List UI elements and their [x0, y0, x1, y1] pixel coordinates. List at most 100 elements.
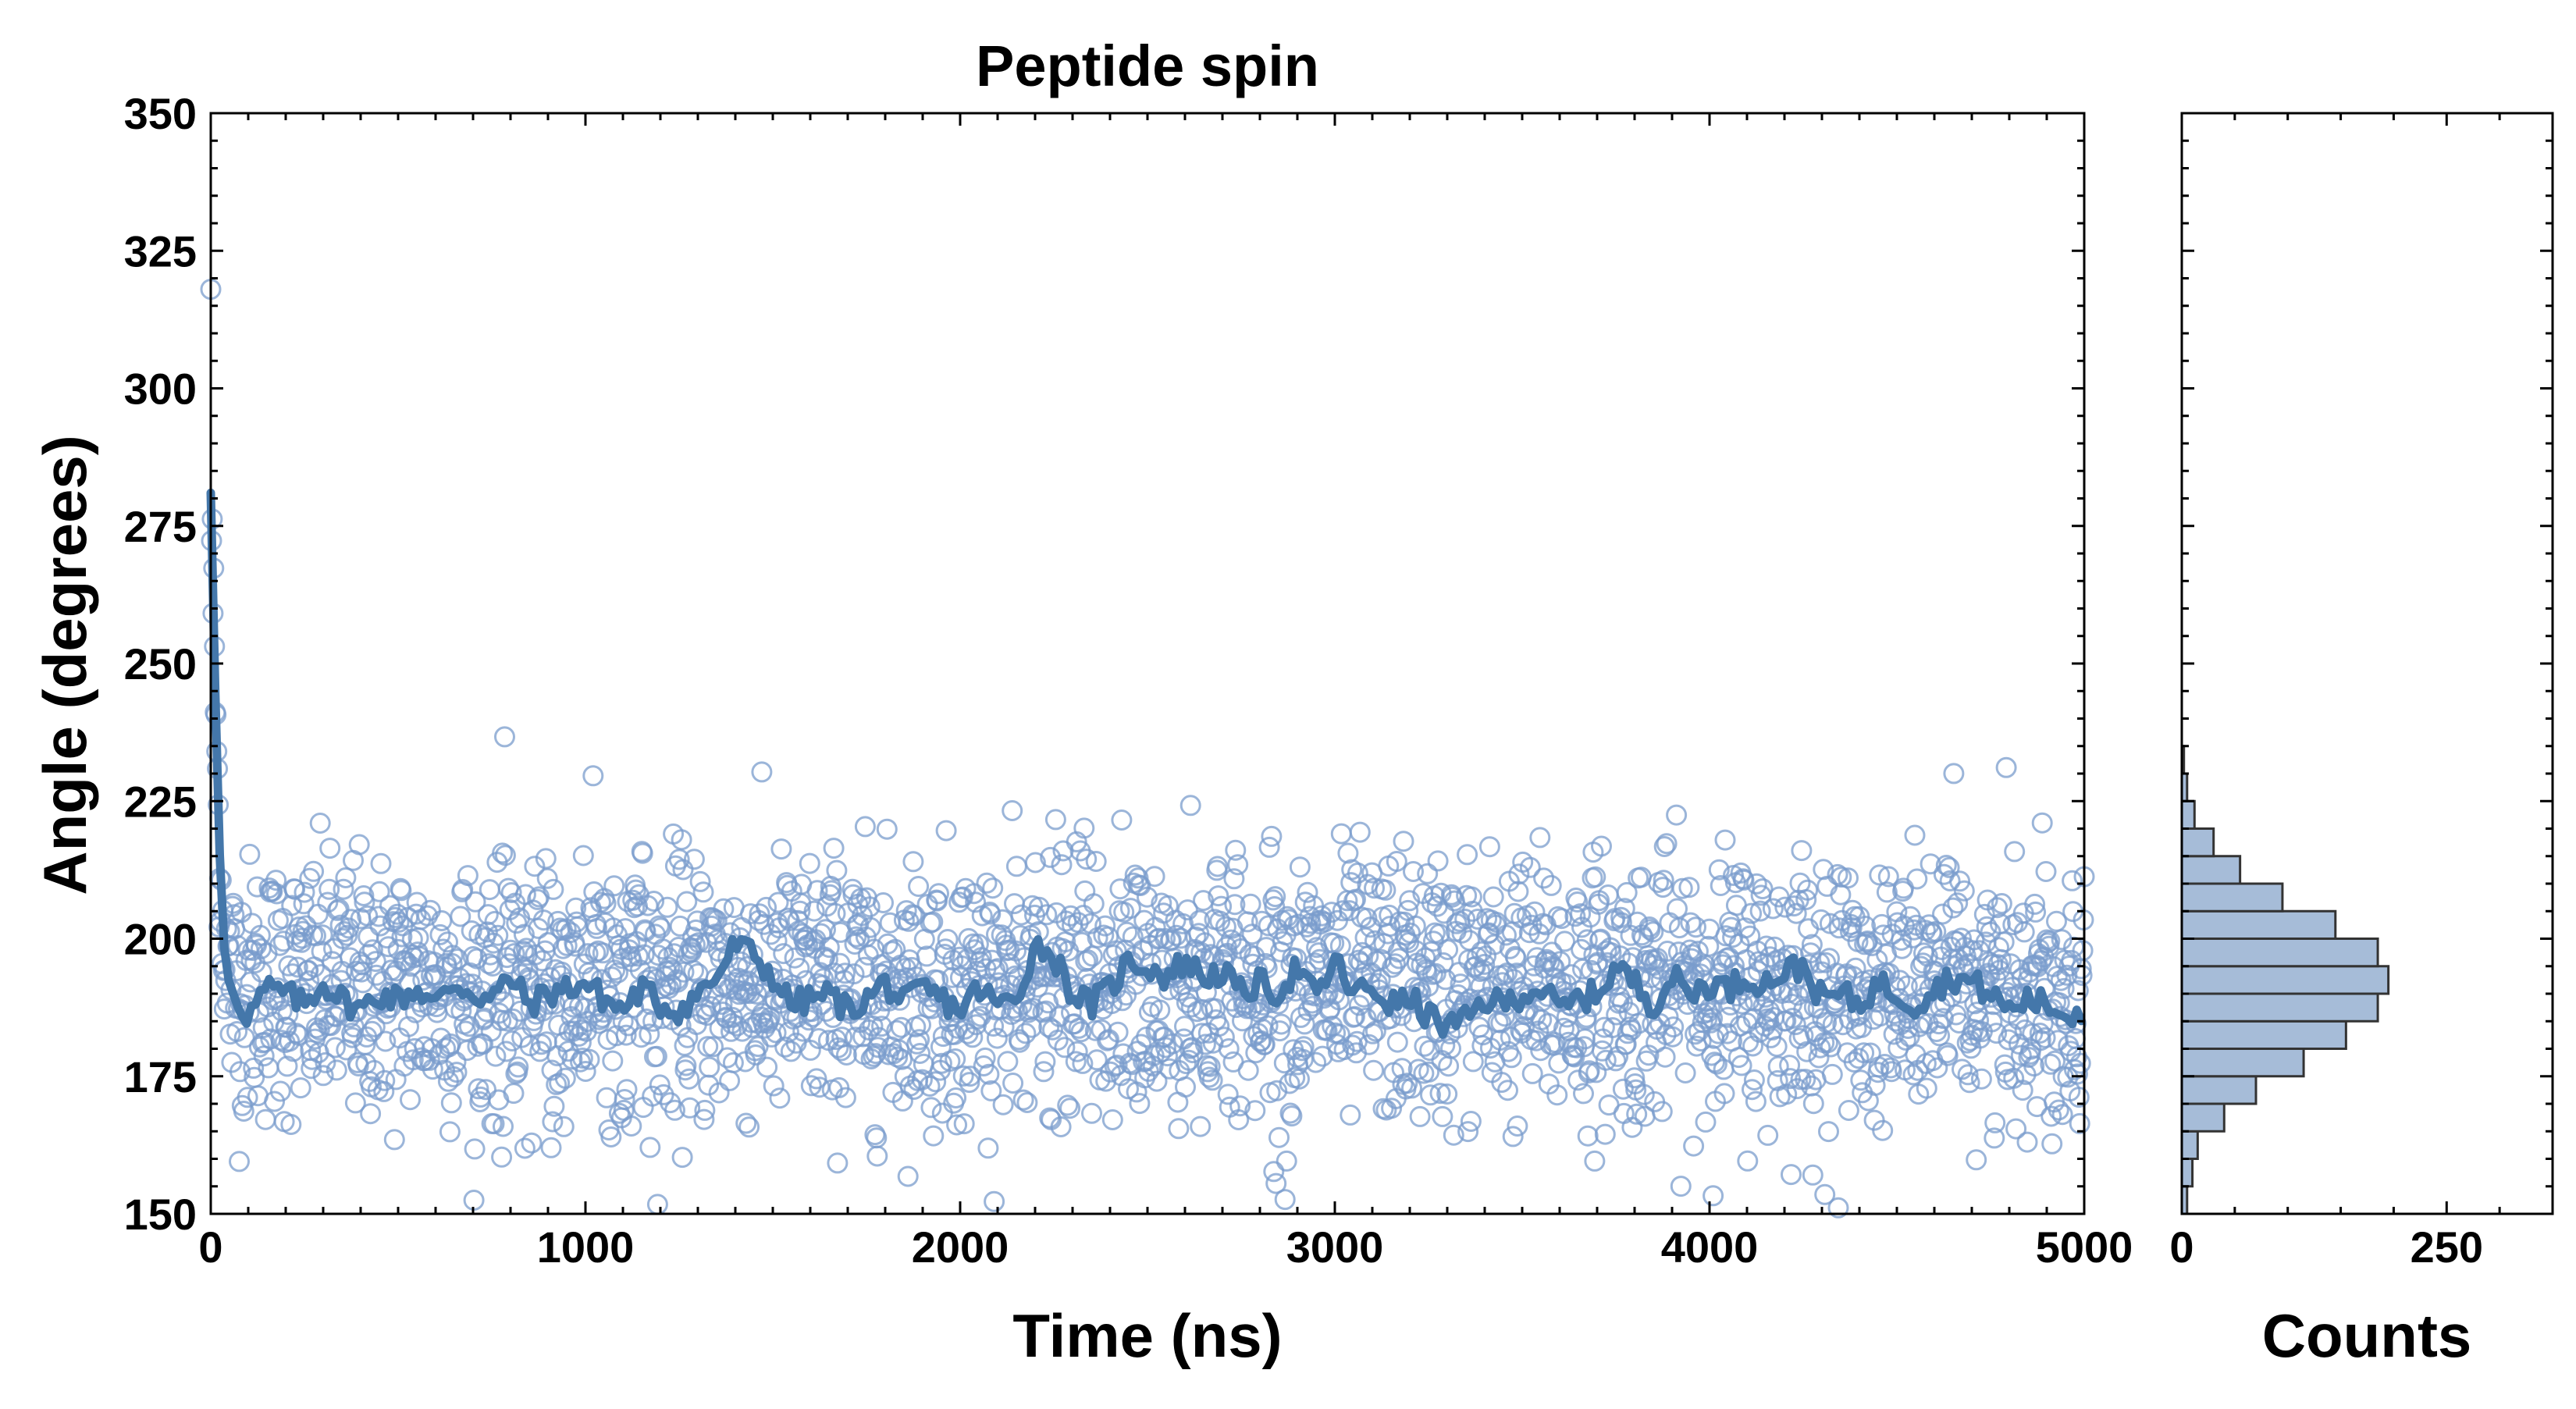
scatter-point: [494, 726, 515, 748]
scatter-point: [980, 1080, 1002, 1101]
scatter-point: [476, 921, 498, 943]
scatter-point: [1364, 930, 1386, 952]
scatter-point: [1752, 878, 1774, 900]
scatter-point: [464, 1138, 486, 1160]
scatter-point: [751, 761, 773, 783]
scatter-point: [1567, 891, 1589, 913]
scatter-point: [1841, 917, 1863, 938]
scatter-point: [1263, 1161, 1285, 1183]
scatter-point: [770, 838, 792, 860]
scatter-point: [1311, 1045, 1333, 1067]
scatter-point: [1364, 877, 1385, 899]
scatter-point: [692, 881, 714, 903]
scatter-point: [1478, 836, 1500, 858]
scatter-point: [615, 1024, 637, 1046]
scatter-point: [1594, 1123, 1616, 1145]
scatter-point: [247, 876, 268, 898]
scatter-point: [1106, 1055, 1128, 1076]
histogram-bar: [2180, 1102, 2226, 1133]
scatter-point: [1653, 836, 1675, 857]
scatter-point: [2034, 1027, 2056, 1048]
scatter-point: [664, 1099, 685, 1121]
scatter-point: [2012, 1080, 2033, 1101]
scatter-point: [1779, 1055, 1801, 1076]
scatter-point: [333, 878, 354, 900]
histogram-bar: [2180, 882, 2284, 913]
scatter-point: [909, 1043, 930, 1064]
scatter-point: [307, 903, 329, 925]
scatter-point: [1180, 996, 1202, 1018]
scatter-point: [493, 991, 514, 1012]
scatter-point: [713, 898, 735, 920]
scatter-point: [1189, 909, 1211, 931]
scatter-point: [672, 859, 694, 881]
scatter-point: [1774, 896, 1796, 918]
scatter-point: [1289, 1068, 1310, 1090]
scatter-point: [1842, 966, 1864, 987]
scatter-point: [1989, 959, 2010, 981]
scatter-point: [265, 870, 287, 891]
scatter-point: [237, 1087, 258, 1108]
scatter-point: [1149, 999, 1171, 1021]
scatter-point: [485, 1045, 507, 1067]
scatter-point: [1767, 1055, 1789, 1077]
scatter-point: [1059, 1098, 1081, 1119]
scatter-point: [1943, 763, 1965, 785]
scatter-point: [1270, 1013, 1292, 1035]
scatter-point: [350, 961, 372, 983]
scatter-point: [1626, 1103, 1648, 1125]
scatter-point: [1107, 1021, 1129, 1043]
scatter-point: [1036, 904, 1058, 926]
scatter-point: [553, 1115, 575, 1137]
scatter-point: [1680, 912, 1702, 934]
scatter-point: [826, 859, 848, 881]
x-tick-label: 0: [198, 1222, 222, 1272]
scatter-point: [542, 1111, 564, 1133]
scatter-point: [639, 1023, 660, 1045]
scatter-point: [788, 957, 810, 979]
scatter-point: [1316, 1019, 1338, 1041]
scatter-point: [1466, 946, 1488, 968]
scatter-point: [1040, 846, 1062, 868]
scatter-point: [1223, 868, 1245, 890]
scatter-point: [1265, 886, 1286, 908]
scatter-point: [348, 834, 370, 856]
scatter-point: [1440, 1037, 1461, 1059]
histogram-bar: [2180, 827, 2215, 858]
scatter-point: [1546, 1084, 1568, 1106]
scatter-point: [784, 947, 806, 969]
scatter-point: [309, 813, 331, 834]
scatter-point: [1105, 978, 1126, 1000]
scatter-point: [1621, 1116, 1643, 1138]
scatter-point: [984, 1190, 1005, 1212]
scatter-point: [230, 902, 252, 923]
scatter-point: [582, 765, 604, 787]
scatter-point: [1666, 804, 1688, 826]
scatter-point: [254, 1108, 276, 1130]
scatter-point: [1791, 840, 1813, 862]
scatter-point: [483, 1113, 505, 1135]
scatter-point: [1244, 1100, 1266, 1122]
scatter-point: [1229, 1095, 1251, 1117]
scatter-point: [1268, 1126, 1290, 1148]
chart-title: Peptide spin: [976, 34, 1319, 98]
scatter-point: [1432, 952, 1454, 973]
scatter-point: [919, 1075, 941, 1097]
scatter-point: [603, 875, 625, 897]
scatter-point: [1537, 1012, 1559, 1034]
scatter-point: [532, 909, 554, 931]
scatter-point: [1953, 880, 1975, 902]
scatter-point: [229, 1061, 251, 1083]
scatter-point: [1083, 893, 1105, 915]
scatter-point: [1595, 1049, 1617, 1071]
scatter-point: [2067, 980, 2089, 1002]
scatter-point: [1745, 1091, 1767, 1112]
scatter-point: [1855, 916, 1877, 937]
scatter-point: [843, 963, 865, 985]
scatter-point: [897, 1165, 919, 1187]
scatter-point: [361, 1020, 382, 1042]
scatter-point: [1503, 902, 1525, 924]
scatter-point: [945, 1087, 967, 1108]
scatter-point: [625, 879, 646, 901]
